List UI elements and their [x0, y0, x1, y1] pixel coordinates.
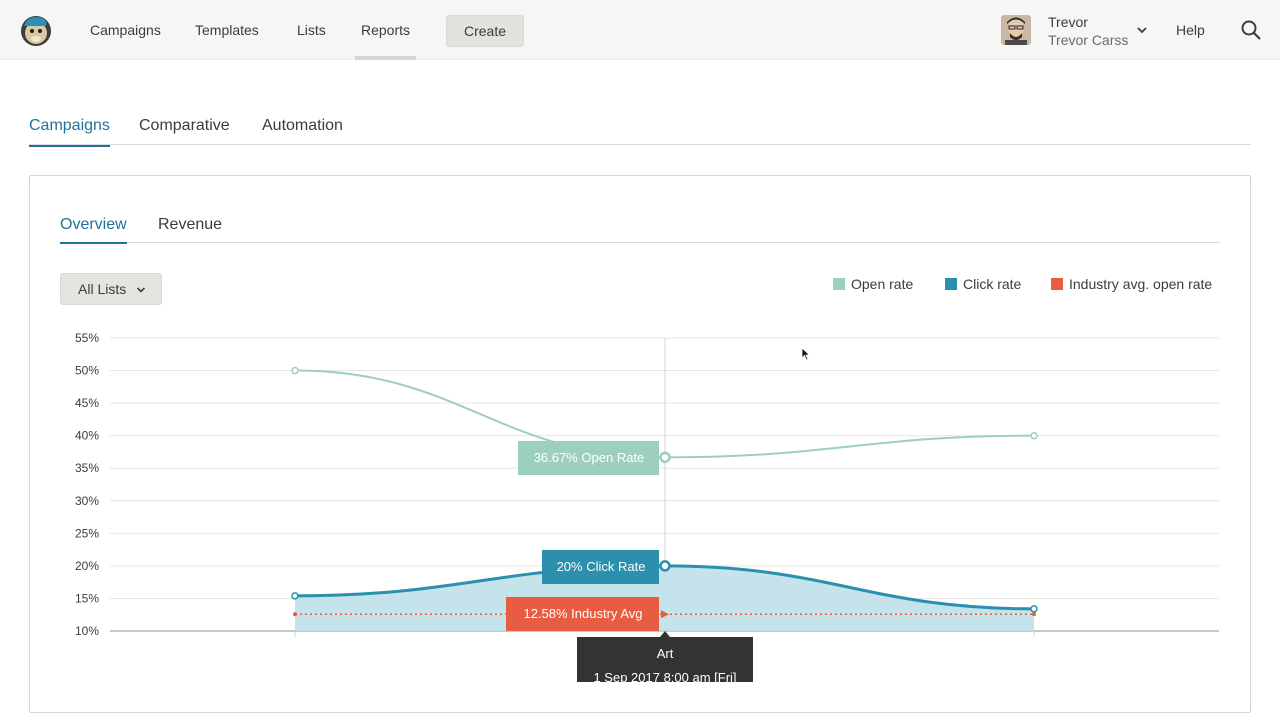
- mouse-cursor-icon: [801, 347, 811, 361]
- nav-reports[interactable]: Reports: [361, 22, 411, 38]
- nav-active-indicator: [355, 56, 416, 60]
- list-filter-dropdown[interactable]: All Lists: [60, 273, 162, 305]
- user-avatar-icon: [1001, 15, 1031, 45]
- legend-swatch-click-rate: [945, 278, 957, 290]
- nav-campaigns[interactable]: Campaigns: [90, 22, 161, 38]
- top-nav: Campaigns Templates Lists Reports Create…: [0, 0, 1280, 60]
- tab-overview[interactable]: Overview: [60, 216, 127, 244]
- overview-tabs: Overview Revenue: [60, 210, 1220, 244]
- report-card: Overview Revenue All Lists Open rate Cli…: [29, 175, 1251, 713]
- avatar[interactable]: [1001, 15, 1031, 45]
- help-link[interactable]: Help: [1176, 22, 1205, 38]
- legend-swatch-open-rate: [833, 278, 845, 290]
- user-first-name[interactable]: Trevor: [1048, 14, 1088, 30]
- report-type-tabs: Campaigns Comparative Automation: [29, 112, 1251, 147]
- chevron-down-icon[interactable]: [1136, 24, 1148, 36]
- list-filter-label: All Lists: [78, 281, 127, 297]
- tab-campaigns[interactable]: Campaigns: [29, 117, 110, 147]
- user-full-name[interactable]: Trevor Carss: [1048, 32, 1129, 48]
- legend-industry-avg[interactable]: Industry avg. open rate: [1069, 276, 1213, 292]
- chevron-down-icon: [136, 287, 146, 293]
- legend-open-rate[interactable]: Open rate: [851, 276, 914, 292]
- tab-revenue[interactable]: Revenue: [158, 216, 223, 233]
- search-icon[interactable]: [1240, 19, 1262, 41]
- nav-lists[interactable]: Lists: [297, 22, 326, 38]
- create-button[interactable]: Create: [446, 15, 524, 47]
- nav-templates[interactable]: Templates: [195, 22, 259, 38]
- mailchimp-logo-icon[interactable]: [18, 12, 54, 48]
- legend-swatch-industry-avg: [1051, 278, 1063, 290]
- legend-click-rate[interactable]: Click rate: [963, 276, 1022, 292]
- tab-automation[interactable]: Automation: [262, 117, 343, 134]
- tab-comparative[interactable]: Comparative: [139, 117, 230, 134]
